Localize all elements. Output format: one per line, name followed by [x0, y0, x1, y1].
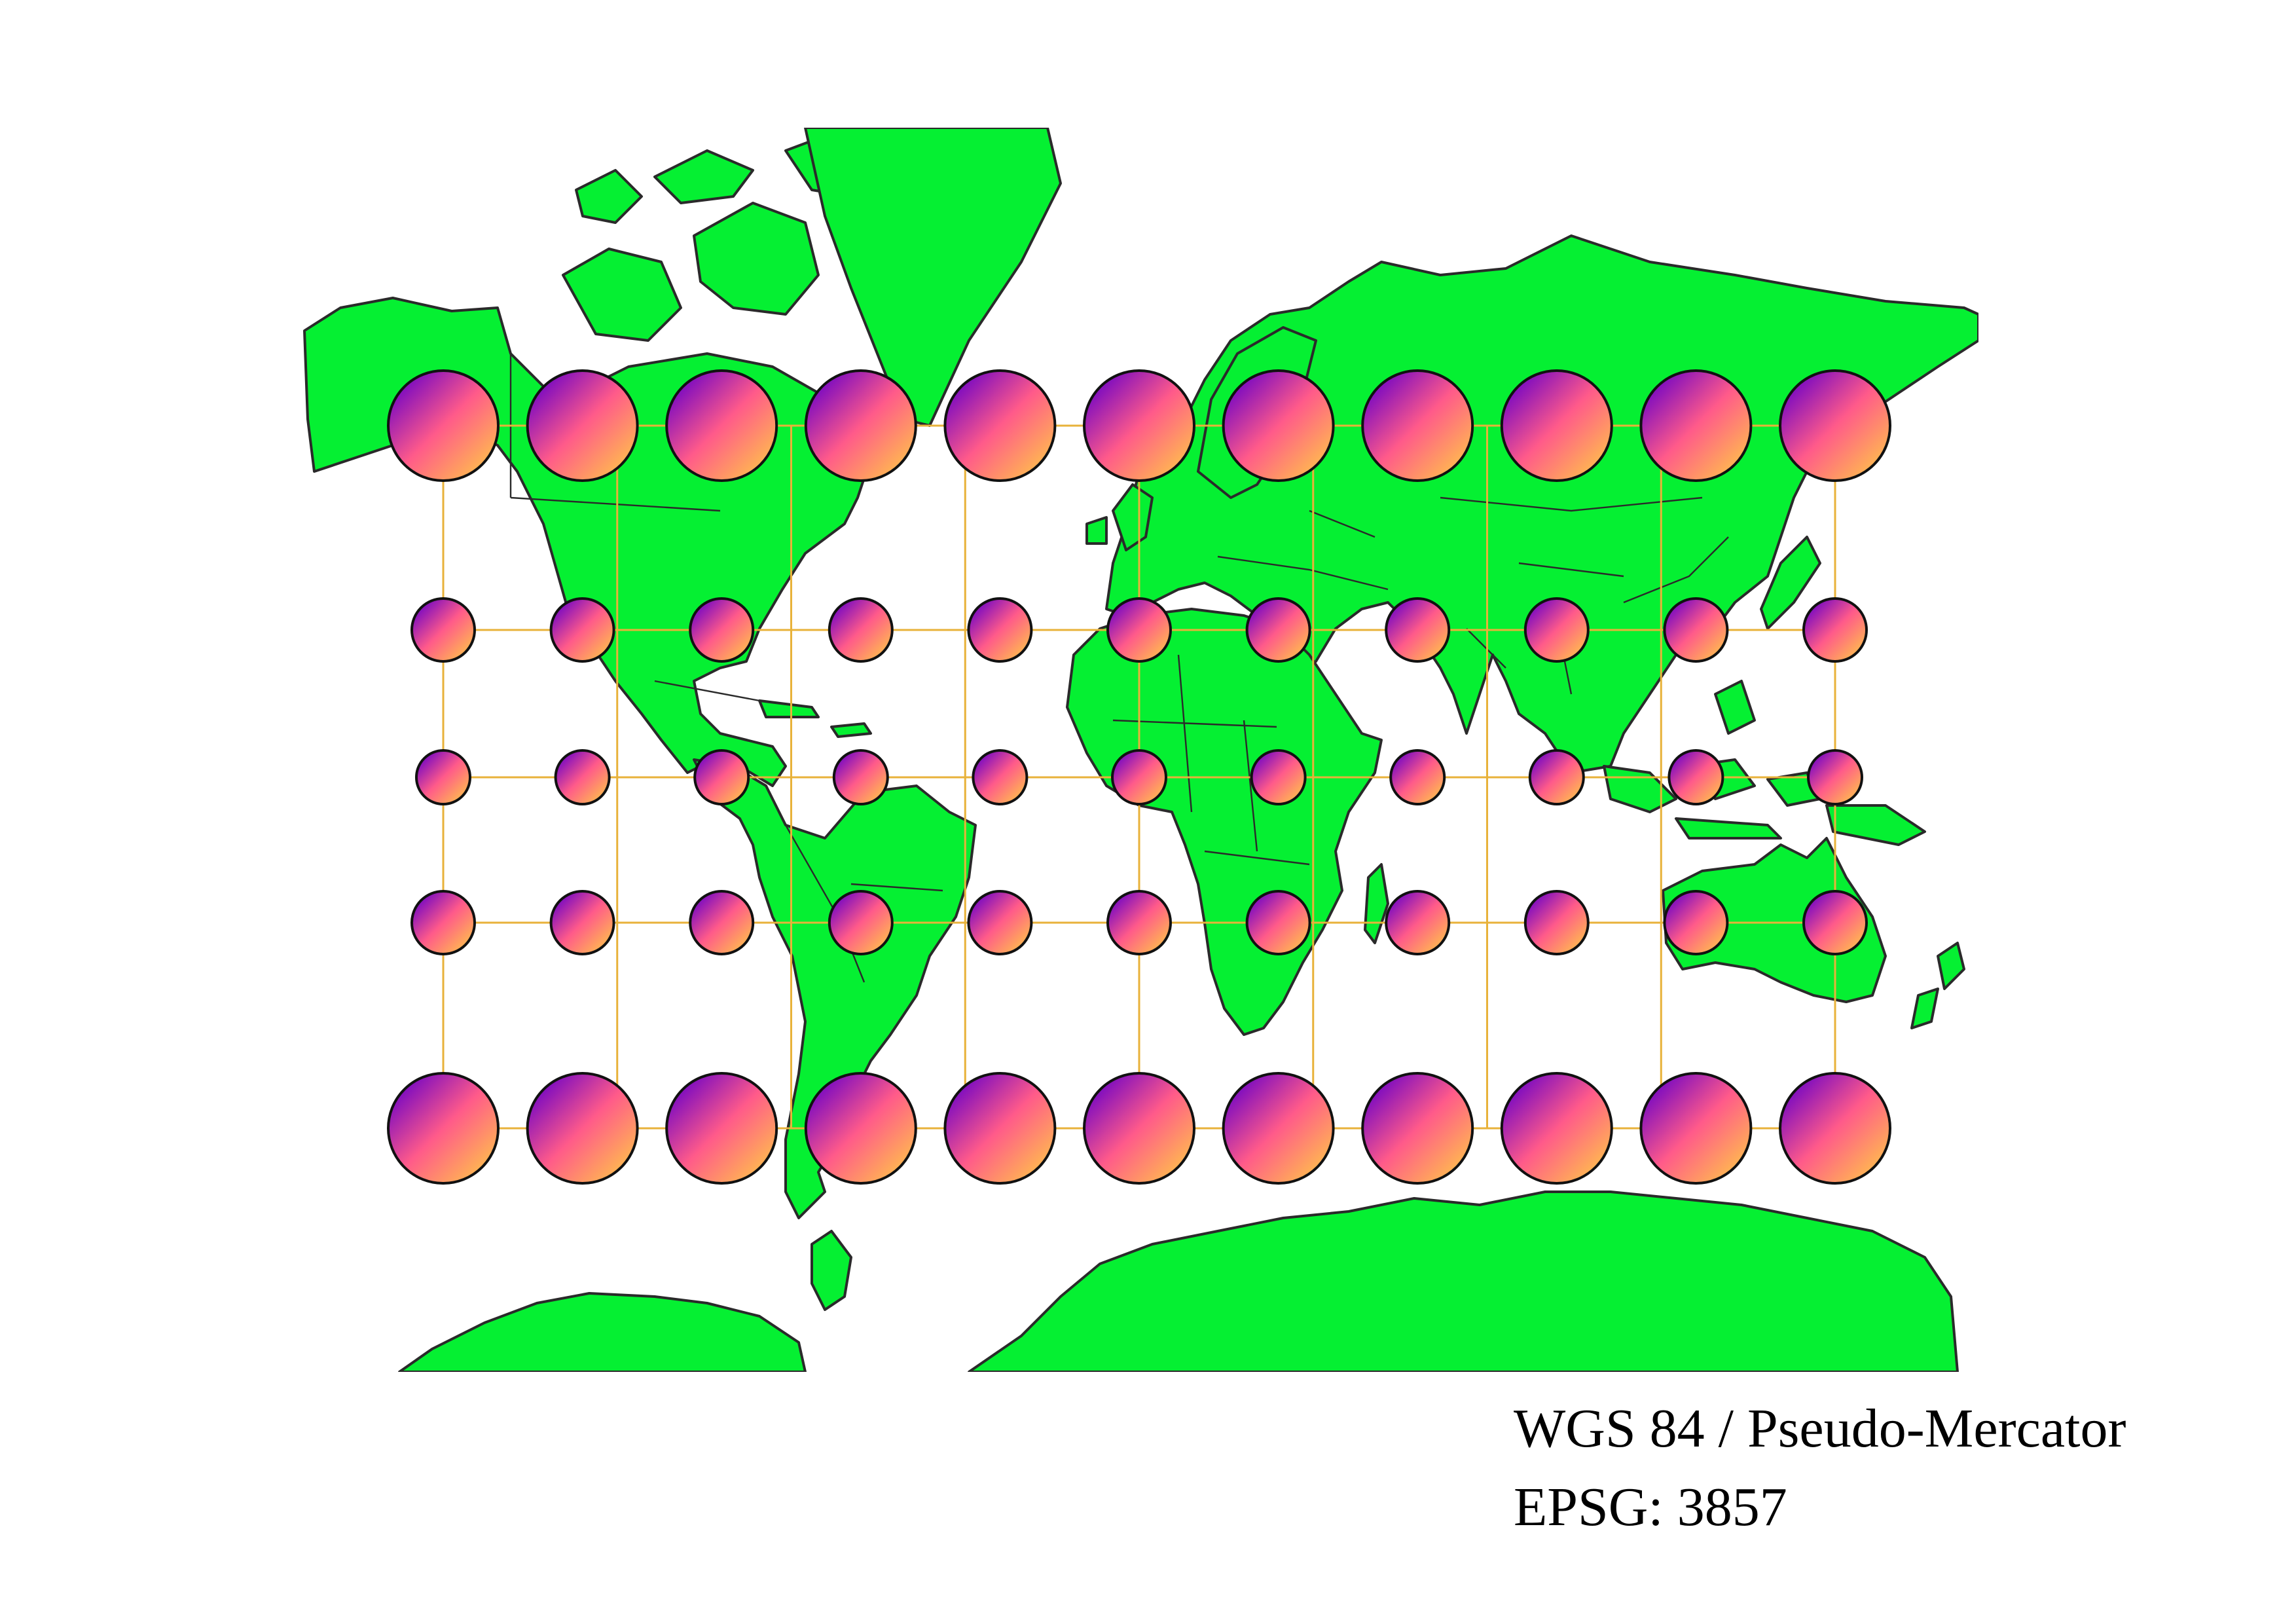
- new-guinea: [1825, 804, 1926, 846]
- tissot-circle: [1802, 890, 1868, 955]
- tissot-circle: [1083, 1072, 1195, 1185]
- japan: [1760, 536, 1821, 630]
- tissot-circle: [828, 597, 894, 663]
- madagascar: [1364, 863, 1389, 944]
- tissot-circle: [1106, 597, 1172, 663]
- tissot-circle: [1222, 1072, 1335, 1185]
- tissot-circle: [1245, 597, 1311, 663]
- tissot-circle: [1385, 597, 1451, 663]
- tissot-circle: [828, 890, 894, 955]
- africa-landmass: [1066, 608, 1383, 1036]
- antarctic-peninsula: [811, 1230, 852, 1311]
- tissot-circle: [549, 597, 615, 663]
- tissot-circle: [410, 890, 476, 955]
- tissot-circle: [526, 369, 639, 482]
- tissot-circle: [1667, 749, 1724, 805]
- tissot-circle: [1807, 749, 1863, 805]
- tissot-circle: [387, 1072, 500, 1185]
- tissot-circle: [689, 890, 755, 955]
- tissot-circle: [967, 597, 1033, 663]
- tissot-circle: [1500, 369, 1613, 482]
- tissot-circle: [693, 749, 750, 805]
- tissot-circle: [665, 1072, 778, 1185]
- tissot-circle: [554, 749, 611, 805]
- tissot-circle: [410, 597, 476, 663]
- tissot-circle: [804, 369, 917, 482]
- british-isles: [1085, 483, 1154, 551]
- tissot-circle: [549, 890, 615, 955]
- tissot-circle: [1500, 1072, 1613, 1185]
- tissot-circle: [1779, 369, 1891, 482]
- tissot-circle: [943, 1072, 1057, 1185]
- tissot-circle: [1385, 890, 1451, 955]
- tissot-circle: [415, 749, 471, 805]
- epsg-code-label: EPSG: 3857: [1514, 1477, 1787, 1538]
- tissot-circle: [1528, 749, 1585, 805]
- tissot-circle: [665, 369, 778, 482]
- tissot-circle: [1361, 369, 1474, 482]
- antarctica-landmass: [398, 1190, 1959, 1372]
- tissot-circle: [1361, 1072, 1474, 1185]
- eurasia-landmass: [1105, 234, 1978, 774]
- tissot-circle: [1111, 749, 1167, 805]
- tissot-circle: [1389, 749, 1446, 805]
- maritime-southeast-asia: [1603, 680, 1821, 840]
- tissot-circle: [1523, 597, 1590, 663]
- new-zealand: [1910, 942, 1965, 1029]
- tissot-circle: [1663, 890, 1729, 955]
- tissot-circle: [1106, 890, 1172, 955]
- tissot-circle: [526, 1072, 639, 1185]
- tissot-circle: [689, 597, 755, 663]
- tissot-circle: [1083, 369, 1195, 482]
- tissot-circle: [804, 1072, 917, 1185]
- tissot-circle: [972, 749, 1029, 805]
- tissot-circle: [387, 369, 500, 482]
- projection-name-label: WGS 84 / Pseudo-Mercator: [1514, 1398, 2126, 1459]
- tissot-circle: [832, 749, 889, 805]
- tissot-circle: [1639, 369, 1753, 482]
- tissot-circle: [943, 369, 1057, 482]
- tissot-indicatrix-layer: [387, 369, 1891, 1185]
- tissot-circle: [1802, 597, 1868, 663]
- tissot-circle: [1245, 890, 1311, 955]
- tissot-circle: [1523, 890, 1590, 955]
- australia-landmass: [1662, 837, 1887, 1003]
- tissot-circle: [1222, 369, 1335, 482]
- caribbean-islands: [758, 699, 872, 738]
- tissot-circle: [1250, 749, 1307, 805]
- arctic-archipelago: [562, 130, 872, 342]
- tissot-circle: [1779, 1072, 1891, 1185]
- tissot-circle: [1663, 597, 1729, 663]
- tissot-circle: [1639, 1072, 1753, 1185]
- tissot-circle: [967, 890, 1033, 955]
